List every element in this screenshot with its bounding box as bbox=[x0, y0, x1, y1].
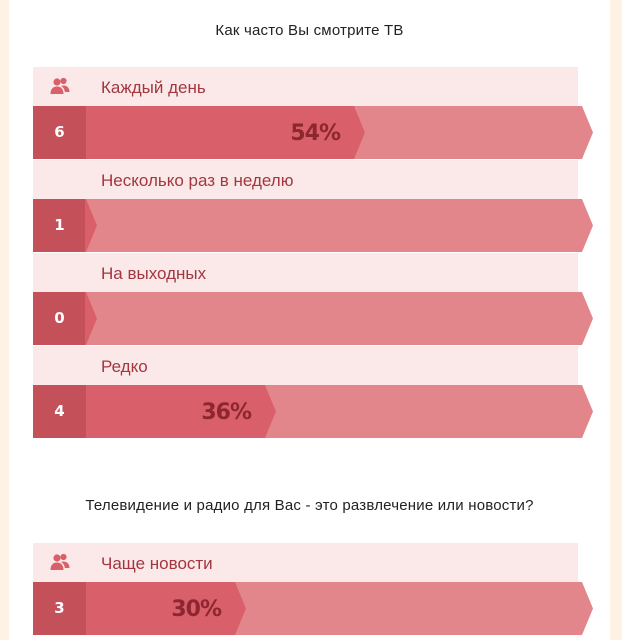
content-panel: Как часто Вы смотрите ТВ Каждый день 6 bbox=[9, 0, 610, 640]
option-label-row: На выходных bbox=[33, 253, 578, 292]
option-bar: 4 36% bbox=[33, 385, 593, 438]
vote-count: 1 bbox=[33, 199, 86, 252]
option-label-row: Несколько раз в неделю bbox=[33, 160, 578, 199]
poll-title: Телевидение и радио для Вас - это развле… bbox=[85, 497, 534, 514]
vote-count: 4 bbox=[33, 385, 86, 438]
bar-fill bbox=[86, 385, 265, 438]
option-label: Чаще новости bbox=[101, 554, 213, 573]
bar-track bbox=[86, 199, 593, 252]
users-icon bbox=[50, 553, 70, 570]
option-icon-cell bbox=[33, 253, 86, 292]
poll-option[interactable]: Редко 4 36% bbox=[33, 346, 593, 438]
bar-fill bbox=[86, 106, 354, 159]
option-bar: 1 bbox=[33, 199, 593, 252]
bar-track bbox=[86, 292, 593, 345]
option-label: Несколько раз в неделю bbox=[101, 171, 294, 190]
poll-option[interactable]: Каждый день 6 54% bbox=[33, 67, 593, 159]
option-bar: 0 bbox=[33, 292, 593, 345]
option-label-row: Чаще новости bbox=[33, 543, 578, 582]
option-bar: 6 54% bbox=[33, 106, 593, 159]
poll-option[interactable]: На выходных 0 bbox=[33, 253, 593, 345]
option-icon-cell bbox=[33, 346, 86, 385]
percent-label: 54% bbox=[290, 121, 341, 146]
bar-fill bbox=[86, 582, 235, 635]
vote-count: 0 bbox=[33, 292, 86, 345]
poll-option[interactable]: Несколько раз в неделю 1 bbox=[33, 160, 593, 252]
option-icon-cell bbox=[33, 160, 86, 199]
vote-count: 3 bbox=[33, 582, 86, 635]
option-label-row: Каждый день bbox=[33, 67, 578, 106]
vote-count: 6 bbox=[33, 106, 86, 159]
option-icon-cell bbox=[33, 67, 86, 106]
option-bar: 3 30% bbox=[33, 582, 593, 635]
option-label: Каждый день bbox=[101, 78, 206, 97]
poll-option[interactable]: Чаще новости 3 30% bbox=[33, 543, 593, 635]
percent-label: 36% bbox=[201, 400, 252, 425]
users-icon bbox=[50, 77, 70, 94]
option-label: На выходных bbox=[101, 264, 207, 283]
poll-title: Как часто Вы смотрите ТВ bbox=[215, 22, 404, 39]
option-label: Редко bbox=[101, 357, 148, 376]
option-label-row: Редко bbox=[33, 346, 578, 385]
percent-label: 30% bbox=[171, 597, 222, 622]
option-icon-cell bbox=[33, 543, 86, 582]
